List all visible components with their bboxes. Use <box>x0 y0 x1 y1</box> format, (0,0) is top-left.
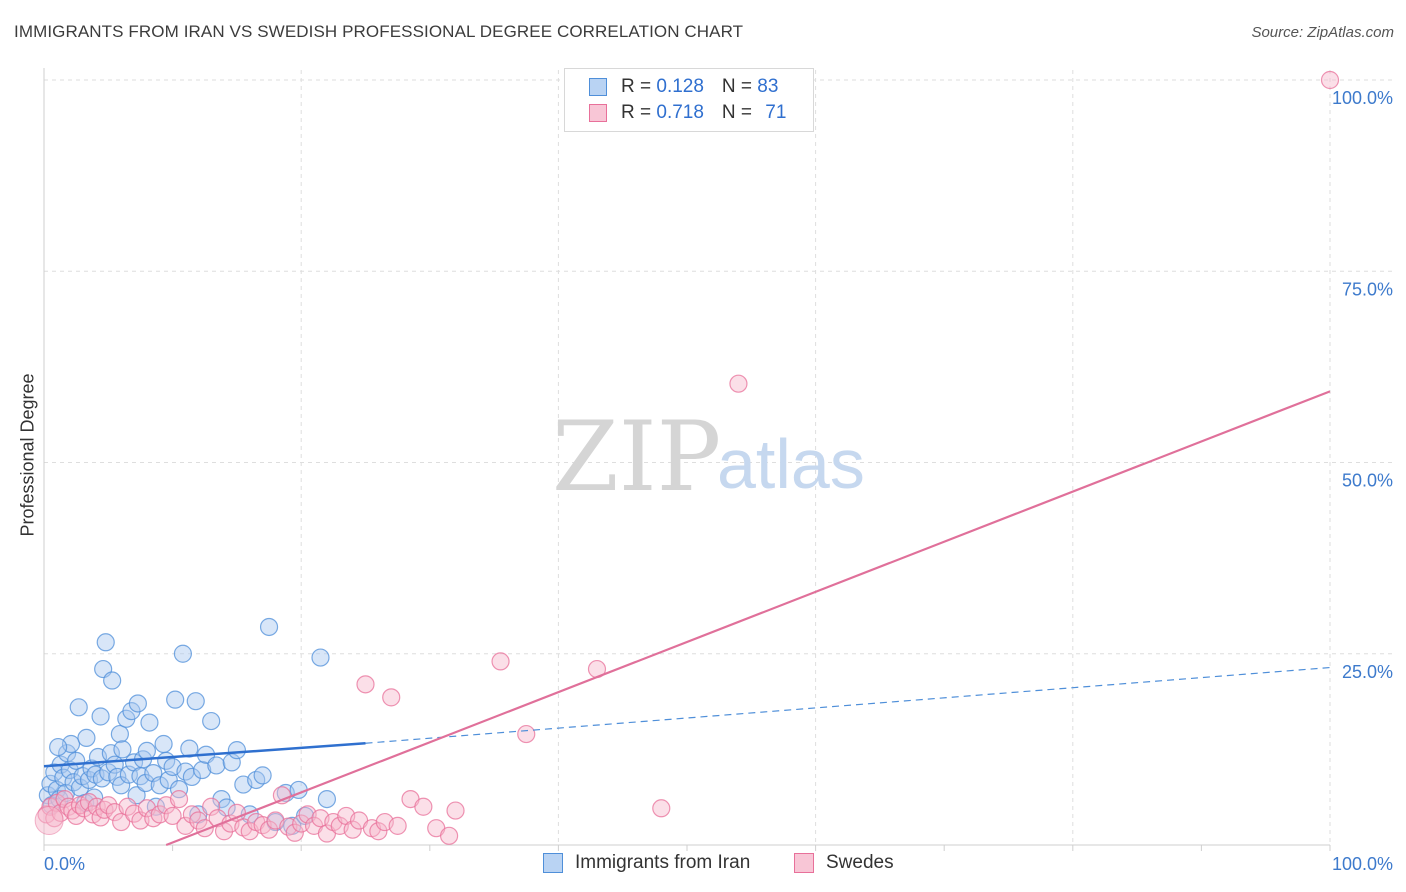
data-point <box>118 797 137 816</box>
data-point <box>34 806 64 836</box>
data-point <box>439 826 459 845</box>
x-tick-label: 100.0% <box>1332 854 1393 874</box>
data-point <box>272 786 292 805</box>
data-point <box>128 694 147 713</box>
data-point <box>388 816 407 835</box>
source-label: Source: ZipAtlas.com <box>1251 24 1394 41</box>
legend-swatch-pink <box>794 853 814 873</box>
x-tick-label: 0.0% <box>44 854 85 874</box>
legend-n-value: 71 <box>765 102 787 123</box>
watermark-atlas: atlas <box>717 425 865 503</box>
data-point <box>169 789 189 809</box>
data-point <box>103 671 122 690</box>
gridlines <box>44 70 1394 845</box>
data-point <box>69 698 88 717</box>
data-point <box>154 734 173 754</box>
data-point <box>369 822 388 841</box>
legend-swatch-pink <box>589 104 607 122</box>
legend-r-label: R = <box>621 76 657 97</box>
trend-line-swedes <box>165 390 1331 847</box>
data-point <box>169 780 189 799</box>
legend-r-label: R = <box>621 102 657 123</box>
data-point <box>99 796 118 815</box>
data-point <box>259 617 279 637</box>
legend-label-iran: Immigrants from Iran <box>575 852 751 873</box>
data-point <box>163 806 182 826</box>
tick-labels: 25.0% 50.0% 75.0% 100.0% 0.0% 100.0% <box>44 88 1393 874</box>
trend-line-iran-extension <box>365 666 1331 744</box>
y-axis-label: Professional Degree <box>17 373 38 537</box>
data-point <box>182 767 201 787</box>
chart-title: IMMIGRANTS FROM IRAN VS SWEDISH PROFESSI… <box>14 22 744 41</box>
data-point <box>247 770 266 790</box>
data-point <box>110 724 129 744</box>
data-point <box>108 767 127 787</box>
data-point <box>382 688 401 707</box>
legend-label-swedes: Swedes <box>826 852 894 873</box>
data-point <box>113 740 132 759</box>
data-point <box>253 766 272 785</box>
y-tick-label: 75.0% <box>1342 279 1393 299</box>
legend-row-swedes: R = 0.718 N = 71 <box>589 101 786 125</box>
data-point <box>202 797 221 816</box>
data-point <box>317 789 337 809</box>
legend-n-label: N = <box>721 76 758 97</box>
data-point <box>729 374 748 393</box>
data-point <box>173 644 192 663</box>
data-point <box>150 776 169 795</box>
data-point <box>311 648 330 667</box>
data-point <box>186 692 205 711</box>
data-point <box>207 756 226 775</box>
watermark: ZIP atlas <box>552 401 865 513</box>
trend-line-iran <box>43 742 366 768</box>
series-legend: Immigrants from Iran Swedes <box>0 852 1406 878</box>
data-point <box>140 713 159 732</box>
data-point <box>356 675 375 694</box>
data-point <box>446 801 465 820</box>
legend-item-iran[interactable]: Immigrants from Iran <box>543 852 750 874</box>
data-point <box>91 707 110 726</box>
data-point <box>96 633 115 652</box>
trend-lines <box>43 390 1331 847</box>
data-point <box>343 820 362 839</box>
data-point <box>227 741 246 760</box>
data-point <box>193 760 212 780</box>
watermark-zip: ZIP <box>552 401 721 513</box>
legend-r-value: 0.128 <box>656 76 704 97</box>
data-point <box>652 799 671 818</box>
legend-n-label: N = <box>721 102 758 123</box>
y-tick-label: 50.0% <box>1342 471 1393 491</box>
data-point <box>166 690 185 709</box>
data-point <box>77 728 96 748</box>
axes <box>43 68 1331 851</box>
legend-item-swedes[interactable]: Swedes <box>794 852 894 874</box>
y-tick-label: 100.0% <box>1332 88 1393 108</box>
data-point <box>491 652 510 671</box>
data-point <box>414 797 433 816</box>
data-point <box>112 812 131 832</box>
legend-swatch-blue <box>543 853 563 873</box>
data-point <box>49 737 68 757</box>
data-point <box>202 711 221 731</box>
legend-n-value: 83 <box>757 76 779 97</box>
data-point <box>285 823 304 842</box>
data-point <box>180 739 199 758</box>
data-points <box>34 70 1340 845</box>
data-point <box>67 751 86 770</box>
legend-row-iran: R = 0.128 N = 83 <box>589 75 778 99</box>
data-point <box>1320 70 1340 90</box>
data-point <box>517 724 536 744</box>
legend-r-value: 0.718 <box>656 102 704 123</box>
series-iran-points <box>38 617 337 835</box>
data-point <box>136 773 155 793</box>
stats-legend: R = 0.128 N = 83 R = 0.718 N = 71 <box>564 68 814 132</box>
data-point <box>137 741 156 761</box>
legend-swatch-blue <box>589 78 607 96</box>
data-point <box>259 820 279 839</box>
y-tick-label: 25.0% <box>1342 662 1393 682</box>
